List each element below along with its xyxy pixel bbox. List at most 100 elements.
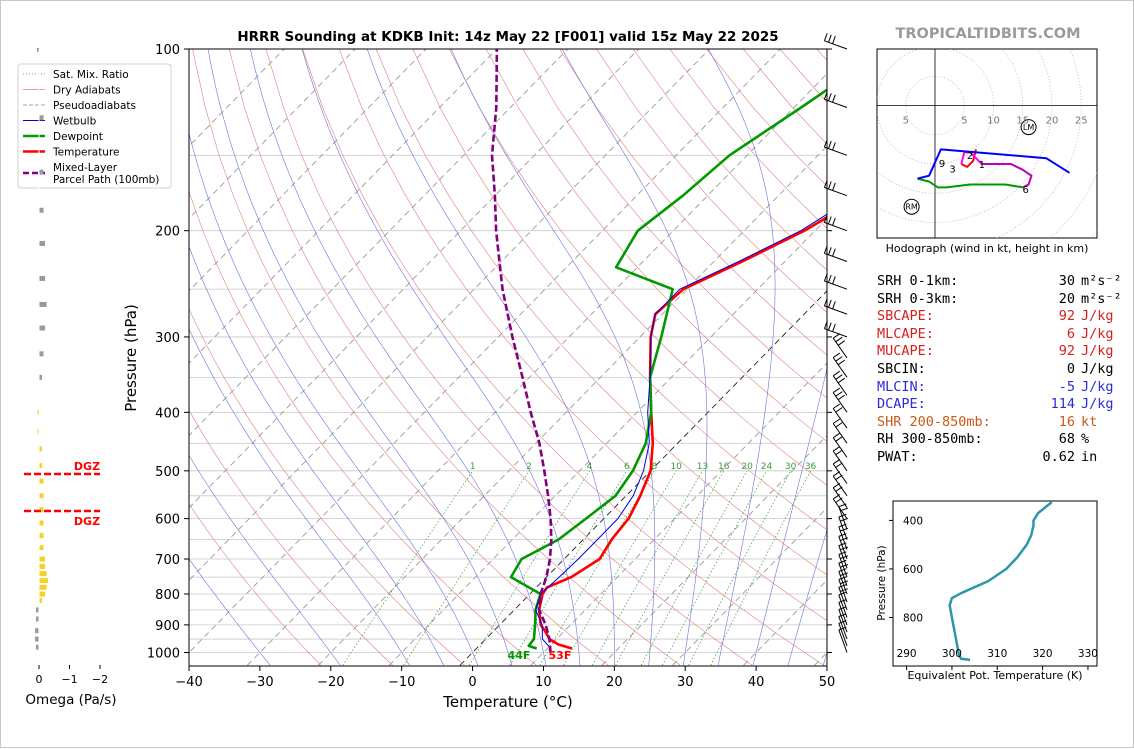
stat-label: SBCIN: xyxy=(877,361,1019,379)
mixing-ratio-label: 8 xyxy=(651,462,657,472)
wind-barb xyxy=(833,334,847,358)
omega-bar xyxy=(39,571,47,576)
wind-barb-feather xyxy=(824,33,827,41)
wind-barb xyxy=(824,246,847,262)
watermark: TROPICALTIDBITS.COM xyxy=(895,26,1080,42)
wind-barb-feather xyxy=(840,581,848,584)
wind-barb-staff xyxy=(824,41,847,49)
surface-dewpoint-label: 44F xyxy=(508,649,531,662)
stat-label: DCAPE: xyxy=(877,396,1019,414)
x-tick-label: 50 xyxy=(819,675,836,690)
hodograph-tick-label: 20 xyxy=(1046,116,1059,127)
y-tick-label: 1000 xyxy=(147,647,180,662)
omega-bar xyxy=(39,276,45,281)
wind-barb-feather xyxy=(833,371,840,376)
wind-barb-feather xyxy=(829,217,832,225)
stat-value: 20 xyxy=(1019,291,1075,309)
legend-label: Sat. Mix. Ratio xyxy=(53,69,129,81)
wind-barb-feather xyxy=(836,450,843,455)
omega-bar xyxy=(39,578,48,583)
omega-bar xyxy=(39,479,44,484)
y-tick-label: 800 xyxy=(155,588,180,603)
wind-barb-feather xyxy=(836,375,843,380)
wind-barb xyxy=(824,180,847,196)
wind-barb-feather xyxy=(829,275,832,283)
wind-barb-feather xyxy=(839,614,847,617)
omega-bar xyxy=(39,592,45,597)
wind-barb-staff xyxy=(833,338,847,358)
stat-unit: J/kg xyxy=(1075,361,1114,379)
dgz-bottom-label: DGZ xyxy=(74,515,100,528)
wind-barb-feather xyxy=(839,592,847,595)
wind-barb-staff xyxy=(824,281,847,289)
wind-barb-staff xyxy=(824,329,847,337)
x-tick-label: −30 xyxy=(246,675,273,690)
wind-barb-feather xyxy=(829,182,832,190)
y-tick-label: 900 xyxy=(155,619,180,634)
wind-barb xyxy=(824,92,847,108)
y-tick-label: 400 xyxy=(155,406,180,421)
wind-barb-feather xyxy=(838,395,845,400)
wind-barb xyxy=(833,483,847,507)
omega-bar xyxy=(35,628,39,633)
legend-label: Pseudoadiabats xyxy=(53,100,136,112)
stat-label: SRH 0-3km: xyxy=(877,291,1019,309)
storm-motion-right-label: RM xyxy=(905,203,918,212)
omega-bar xyxy=(39,170,44,175)
omega-x-label: Omega (Pa/s) xyxy=(25,692,116,708)
stat-label: PWAT: xyxy=(877,449,1019,467)
theta-e-y-tick-label: 400 xyxy=(903,515,923,527)
wind-barb-feather xyxy=(833,447,840,452)
legend-label: Dry Adiabats xyxy=(53,85,121,97)
stat-unit: J/kg xyxy=(1075,326,1114,344)
dgz-top-label: DGZ xyxy=(74,460,100,473)
omega-bar xyxy=(39,557,45,562)
wind-barb-staff xyxy=(833,409,847,429)
wind-barb-feather xyxy=(836,423,843,428)
y-tick-label: 300 xyxy=(155,331,180,346)
skewt-y-label: Pressure (hPa) xyxy=(122,304,140,412)
stat-label: SRH 0-1km: xyxy=(877,273,1019,291)
wind-barb-feather xyxy=(838,341,845,346)
legend-label: Parcel Path (100mb) xyxy=(53,174,159,186)
wind-barb-staff xyxy=(824,306,847,314)
x-tick-label: 40 xyxy=(748,675,765,690)
wind-barb-feather xyxy=(833,353,840,358)
wind-barb xyxy=(824,33,847,49)
stat-label: MLCIN: xyxy=(877,379,1019,397)
wind-barb-feather xyxy=(829,141,832,149)
x-tick-label: 30 xyxy=(677,675,694,690)
y-tick-label: 700 xyxy=(155,553,180,568)
y-tick-label: 100 xyxy=(155,43,180,58)
stat-unit: J/kg xyxy=(1075,379,1114,397)
x-tick-label: 10 xyxy=(535,675,552,690)
stat-label: SHR 200-850mb: xyxy=(877,414,1019,432)
x-tick-label: −20 xyxy=(317,675,344,690)
theta-e-x-label: Equivalent Pot. Temperature (K) xyxy=(907,669,1082,682)
hodograph-height-label: 3 xyxy=(949,165,955,176)
y-tick-label: 500 xyxy=(155,465,180,480)
skewt-x-label: Temperature (°C) xyxy=(442,693,572,711)
wind-barb-feather xyxy=(833,143,836,151)
mixing-ratio-label: 30 xyxy=(785,462,797,472)
wind-barb-staff xyxy=(824,99,847,107)
wind-barb-feather xyxy=(829,35,832,43)
stat-value: 6 xyxy=(1019,326,1075,344)
wind-barb-feather xyxy=(839,585,847,588)
wind-barb-feather xyxy=(836,437,843,442)
legend-label: Dewpoint xyxy=(53,131,103,143)
legend-label: Mixed-Layer xyxy=(53,162,118,174)
stat-value: 0 xyxy=(1019,361,1075,379)
wind-barb-feather xyxy=(840,589,848,592)
wind-barb-feather xyxy=(833,249,836,257)
wind-barb-feather xyxy=(836,357,843,362)
wind-barb xyxy=(824,215,847,231)
wind-barb-staff xyxy=(824,188,847,196)
stat-value: 92 xyxy=(1019,308,1075,326)
storm-motion-left-label: LM xyxy=(1023,123,1034,132)
